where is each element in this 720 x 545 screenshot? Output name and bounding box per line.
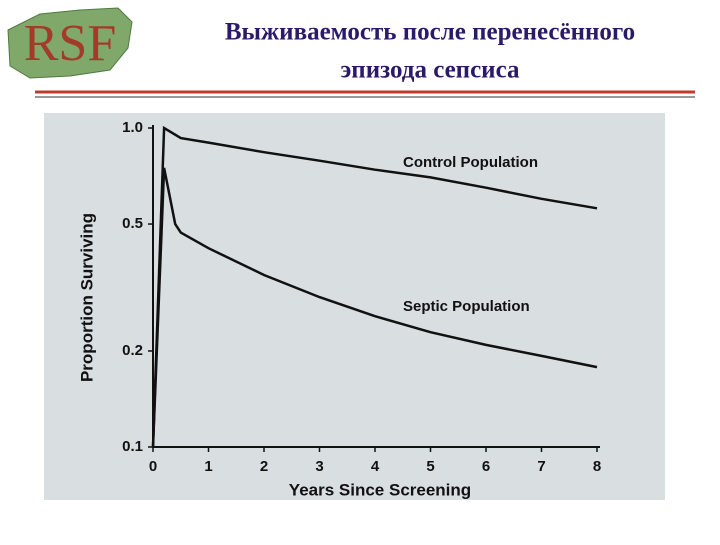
x-tick-label: 3 bbox=[315, 458, 323, 475]
x-tick-label: 6 bbox=[482, 458, 490, 475]
series-line bbox=[151, 167, 598, 448]
title-line: эпизода сепсиса bbox=[341, 57, 520, 84]
x-tick-label: 2 bbox=[260, 458, 268, 475]
x-tick-label: 7 bbox=[537, 458, 545, 475]
chart-background bbox=[44, 113, 665, 500]
x-tick-label: 1 bbox=[204, 458, 212, 475]
y-tick-label: 1.0 bbox=[122, 119, 143, 136]
y-tick-label: 0.2 bbox=[122, 342, 143, 359]
x-tick-label: 5 bbox=[426, 458, 434, 475]
series-line bbox=[151, 125, 598, 448]
y-axis-label: Proportion Surviving bbox=[77, 213, 96, 382]
logo-text: RSF bbox=[24, 15, 117, 72]
y-tick-label: 0.5 bbox=[122, 215, 143, 232]
chart: 0.1 0.2 0.5 1.0 0 1 2 3 4 5 6 7 8 Years Since Screeni… bbox=[77, 119, 601, 500]
series-label: Control Population bbox=[403, 154, 538, 171]
y-tick-label: 0.1 bbox=[122, 438, 143, 455]
x-tick-label: 4 bbox=[371, 458, 380, 475]
x-axis-label: Years Since Screening bbox=[289, 480, 471, 499]
logo-map bbox=[7, 7, 133, 79]
series-label: Septic Population bbox=[403, 298, 530, 315]
x-tick-label: 0 bbox=[149, 458, 157, 475]
title-line: Выживаемость после перенесённого bbox=[225, 19, 635, 46]
x-tick-label: 8 bbox=[593, 458, 601, 475]
